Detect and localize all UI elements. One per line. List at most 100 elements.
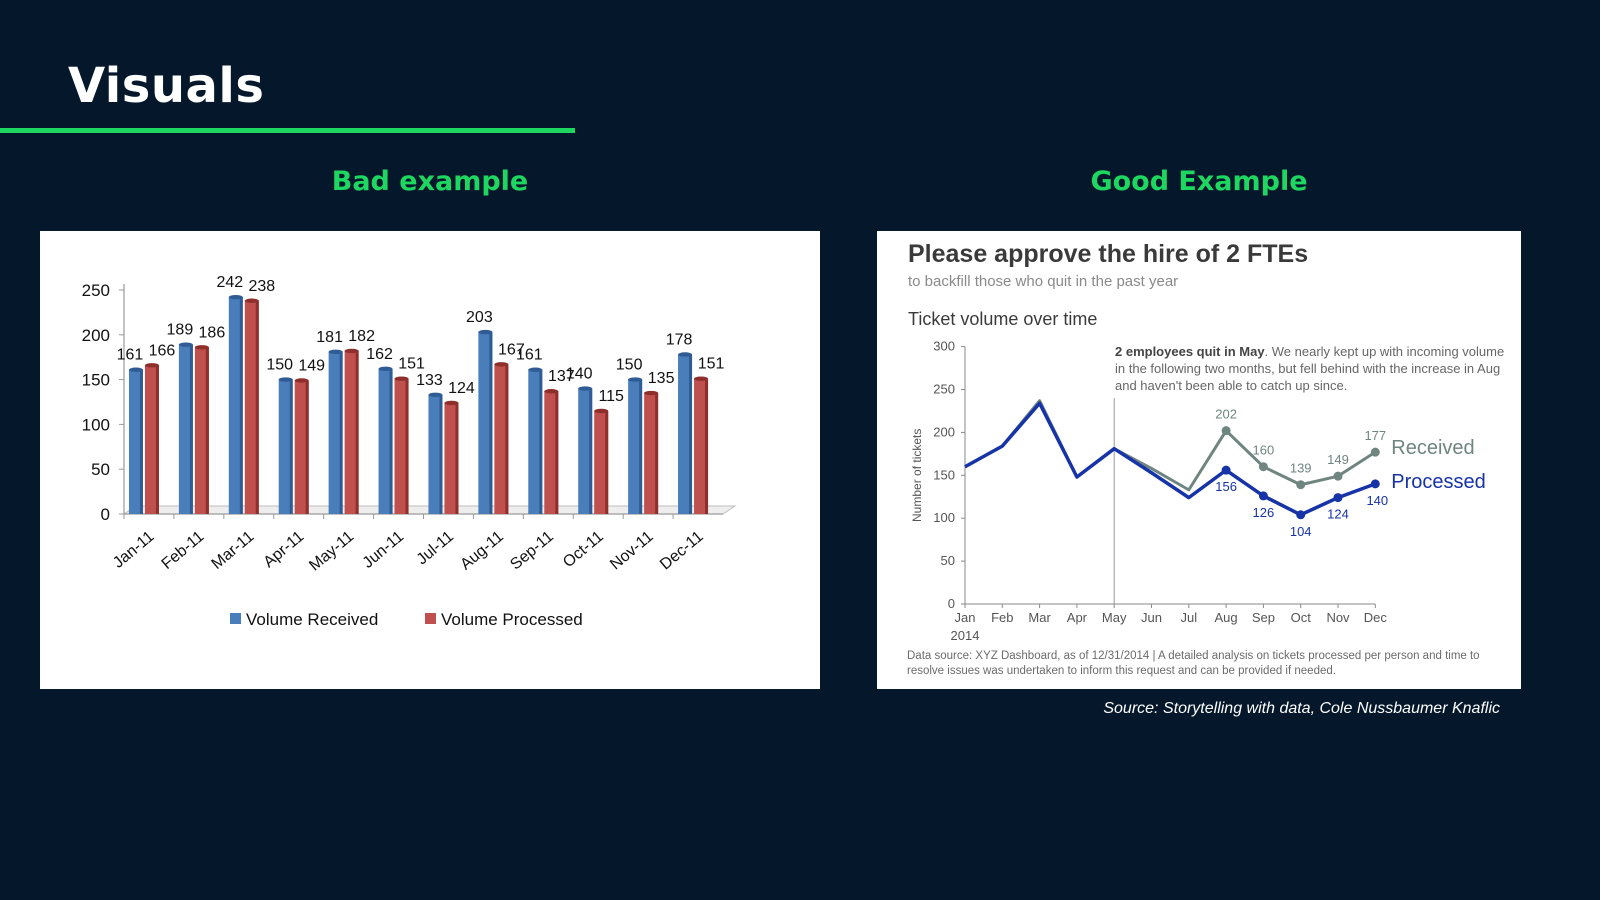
y-tick-label: 300 — [933, 339, 955, 354]
bar-received — [628, 379, 643, 514]
data-label: 156 — [1215, 479, 1237, 494]
x-tick-label: Jan — [955, 610, 976, 625]
data-label: 126 — [1253, 505, 1275, 520]
bar-received — [478, 332, 493, 514]
y-tick-label: 100 — [82, 415, 110, 434]
x-tick-label: Dec — [1364, 610, 1388, 625]
bar-data-label: 149 — [298, 357, 325, 374]
bar-top — [228, 294, 243, 300]
bar-top — [678, 352, 693, 357]
bar-shade — [355, 350, 359, 514]
y-tick-label: 50 — [91, 460, 110, 479]
bar-shade — [505, 364, 509, 514]
bar-shade — [205, 347, 209, 514]
bar-data-label: 133 — [416, 372, 443, 389]
series-label-received: Received — [1391, 437, 1474, 459]
bar-top — [328, 349, 343, 355]
good-example-heading: Good Example — [1090, 166, 1308, 197]
bar-processed — [144, 365, 159, 514]
bar-received — [678, 354, 693, 514]
point-processed — [1370, 479, 1380, 489]
y-tick-label: 200 — [933, 424, 955, 439]
data-label: 202 — [1215, 407, 1237, 422]
good-chart-subtitle: to backfill those who quit in the past y… — [908, 273, 1179, 290]
bar-data-label: 181 — [316, 329, 343, 346]
bar-shade — [405, 378, 409, 514]
y-tick-label: 250 — [82, 281, 110, 300]
x-tick-label: Apr-11 — [260, 528, 307, 571]
legend-swatch-received — [230, 613, 241, 624]
legend-label: Volume Processed — [441, 610, 583, 629]
bar-shade — [189, 344, 193, 514]
bar-data-label: 189 — [167, 322, 194, 339]
bar-top — [394, 376, 409, 381]
x-tick-label: Nov — [1326, 610, 1350, 625]
point-received — [1333, 471, 1343, 481]
bar-top — [244, 298, 259, 303]
series-label-processed: Processed — [1391, 471, 1486, 493]
bar-data-label: 242 — [216, 274, 243, 291]
data-label: 177 — [1364, 428, 1386, 443]
bar-processed — [694, 378, 709, 514]
data-label: 104 — [1290, 524, 1312, 539]
bad-example-heading: Bad example — [331, 166, 529, 197]
bar-received — [578, 388, 593, 514]
bar-top — [644, 390, 659, 396]
bar-data-label: 161 — [516, 347, 543, 364]
y-tick-label: 250 — [933, 382, 955, 397]
line-received — [964, 399, 1377, 492]
good-chart-headline: Please approve the hire of 2 FTEs — [908, 240, 1309, 268]
bar-shade — [455, 402, 459, 514]
bar-processed — [194, 347, 209, 514]
slide-title: Visuals — [68, 58, 265, 114]
legend-swatch-processed — [425, 613, 436, 624]
point-received — [1258, 462, 1268, 472]
bar-received — [428, 394, 443, 514]
bar-data-label: 182 — [348, 328, 375, 345]
data-label: 160 — [1253, 443, 1275, 458]
x-tick-label: Jul — [1180, 610, 1197, 625]
data-label: 140 — [1366, 493, 1388, 508]
bar-data-label: 203 — [466, 309, 493, 326]
bar-processed — [594, 410, 609, 514]
x-tick-label: Sep-11 — [507, 528, 557, 573]
bar-top — [344, 348, 359, 354]
bar-shade — [155, 365, 159, 514]
x-axis-year-label: 2014 — [951, 628, 980, 643]
bar-shade — [655, 393, 659, 514]
x-tick-label: Jul-11 — [414, 528, 457, 568]
bar-shade — [389, 368, 393, 514]
x-tick-label: May-11 — [306, 528, 357, 575]
bar-processed — [494, 364, 509, 514]
bar-data-label: 186 — [199, 324, 226, 341]
bar-data-label: 166 — [149, 342, 176, 359]
bar-received — [328, 351, 343, 514]
bar-top — [694, 376, 709, 381]
bar-processed — [244, 300, 259, 514]
y-axis-label: Number of tickets — [910, 429, 924, 522]
source-credit: Source: Storytelling with data, Cole Nus… — [1103, 700, 1500, 717]
bar-top — [628, 377, 643, 382]
bar-processed — [644, 393, 659, 514]
bar-top — [278, 377, 293, 382]
bar-data-label: 178 — [666, 332, 693, 349]
x-tick-label: Jan-11 — [110, 528, 158, 572]
y-tick-label: 200 — [82, 326, 110, 345]
bar-top — [178, 342, 193, 347]
data-label: 149 — [1327, 452, 1349, 467]
bar-data-label: 167 — [498, 341, 525, 358]
bar-data-label: 115 — [598, 388, 624, 405]
bar-data-label: 124 — [448, 380, 475, 397]
bar-shade — [639, 379, 643, 514]
bar-top — [428, 392, 443, 398]
bar-shade — [489, 332, 493, 514]
line-processed — [964, 401, 1376, 517]
bar-shade — [339, 351, 343, 514]
bar-data-label: 151 — [398, 356, 425, 373]
x-tick-label: Dec-11 — [657, 528, 707, 573]
bar-received — [228, 297, 243, 514]
bad-bar-chart: 0 50 100 150 200 250 161 166 Jan-11 189 186 Feb-11 2… — [82, 274, 737, 629]
good-chart-footnote: Data source: XYZ Dashboard, as of 12/31/… — [907, 650, 1480, 677]
point-received — [1221, 426, 1231, 436]
bar-top — [194, 345, 209, 350]
